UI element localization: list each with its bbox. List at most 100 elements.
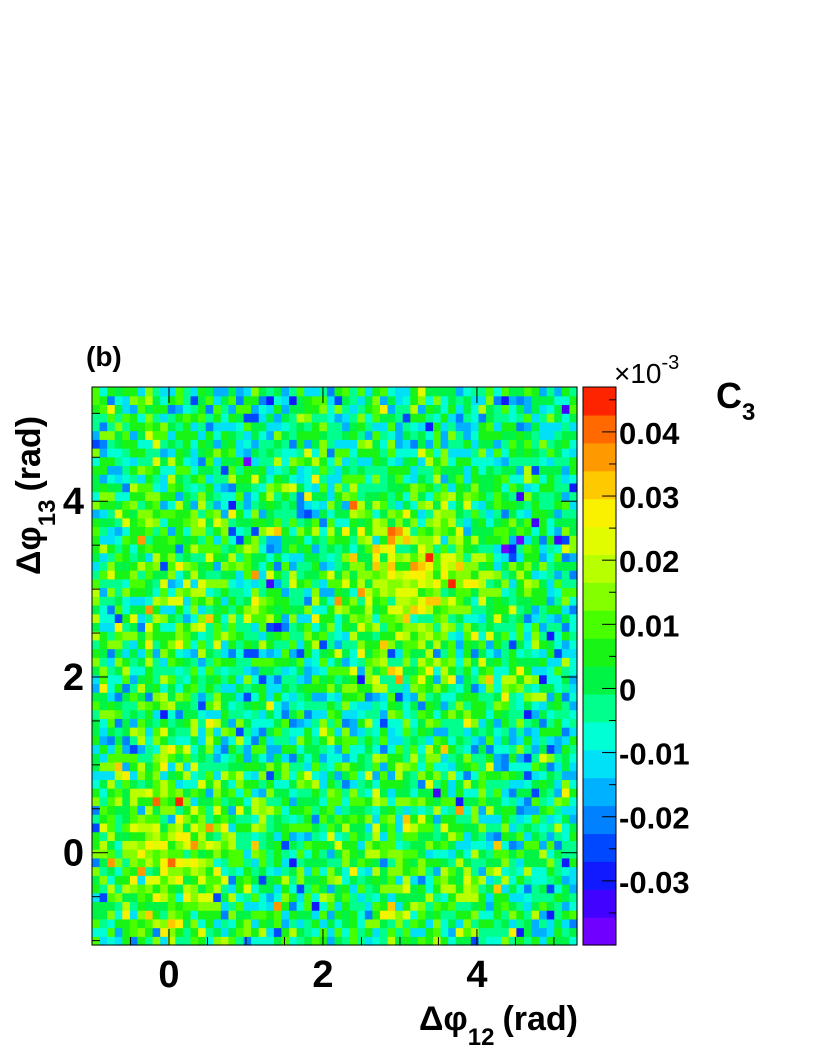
- heatmap-cell: [455, 657, 464, 667]
- heatmap-cell: [433, 613, 442, 624]
- heatmap-cell: [213, 692, 222, 702]
- heatmap-cell: [402, 761, 411, 772]
- heatmap-cell: [107, 796, 116, 807]
- heatmap-cell: [182, 805, 192, 815]
- heatmap-cell: [243, 744, 252, 754]
- heatmap-cell: [539, 692, 548, 702]
- heatmap-cell: [501, 439, 510, 449]
- heatmap-cell: [213, 578, 222, 589]
- x-axis-label-sub: 12: [468, 1024, 495, 1051]
- y-axis-label-unit: (rad): [10, 416, 48, 492]
- heatmap-cell: [205, 404, 214, 414]
- heatmap-cell: [235, 840, 245, 850]
- heatmap-cell: [516, 709, 525, 719]
- heatmap-cell: [258, 918, 267, 929]
- heatmap-cell: [516, 840, 525, 850]
- heatmap-cell: [182, 709, 192, 719]
- heatmap-cell: [478, 596, 487, 606]
- heatmap-cell: [357, 901, 366, 911]
- heatmap-cell: [357, 509, 366, 519]
- heatmap-cell: [228, 875, 237, 885]
- heatmap-cell: [182, 413, 192, 423]
- heatmap-cell: [190, 875, 199, 885]
- heatmap-cell: [395, 578, 404, 589]
- heatmap-cell: [198, 395, 207, 406]
- heatmap-cell: [516, 535, 525, 545]
- heatmap-cell: [167, 788, 176, 798]
- heatmap-cell: [122, 927, 131, 937]
- heatmap-cell: [220, 918, 230, 929]
- heatmap-cell: [402, 404, 411, 414]
- heatmap-cell: [395, 857, 404, 868]
- heatmap-cell: [182, 448, 192, 458]
- heatmap-cell: [455, 901, 464, 911]
- heatmap-cell: [198, 727, 207, 737]
- heatmap-cell: [364, 535, 373, 545]
- heatmap-cell: [160, 430, 169, 440]
- heatmap-cell: [220, 840, 230, 850]
- heatmap-cell: [289, 482, 298, 493]
- heatmap-cell: [395, 674, 404, 685]
- heatmap-cell: [190, 666, 199, 676]
- heatmap-cell: [129, 413, 139, 423]
- heatmap-cell: [539, 570, 548, 580]
- heatmap-cell: [463, 395, 472, 406]
- heatmap-cell: [448, 474, 457, 484]
- heatmap-cell: [175, 779, 184, 789]
- heatmap-cell: [289, 561, 298, 571]
- heatmap-cell: [160, 474, 169, 484]
- heatmap-cell: [273, 883, 283, 894]
- heatmap-cell: [448, 604, 457, 615]
- heatmap-cell: [463, 683, 472, 693]
- heatmap-cell: [266, 857, 275, 868]
- heatmap-cell: [266, 509, 275, 519]
- heatmap-cell: [273, 735, 283, 746]
- heatmap-cell: [410, 727, 419, 737]
- heatmap-cell: [266, 727, 275, 737]
- heatmap-cell: [402, 448, 411, 458]
- heatmap-cell: [387, 430, 396, 440]
- heatmap-cell: [478, 509, 487, 519]
- heatmap-cell: [387, 657, 396, 667]
- heatmap-cell: [433, 718, 442, 728]
- heatmap-cell: [364, 430, 373, 440]
- heatmap-cell: [228, 805, 237, 815]
- heatmap-cell: [349, 413, 358, 423]
- heatmap-cell: [470, 892, 480, 903]
- heatmap-cell: [463, 718, 472, 728]
- heatmap-cell: [326, 883, 336, 894]
- heatmap-cell: [539, 744, 548, 754]
- heatmap-cell: [569, 779, 578, 789]
- heatmap-cell: [531, 875, 540, 885]
- heatmap-cell: [486, 666, 495, 676]
- heatmap-cell: [410, 761, 419, 772]
- heatmap-cell: [364, 666, 373, 676]
- heatmap-cell: [387, 901, 396, 911]
- heatmap-cell: [395, 753, 404, 763]
- heatmap-cell: [554, 561, 563, 571]
- heatmap-cell: [554, 639, 563, 650]
- heatmap-cell: [99, 430, 108, 440]
- heatmap-cell: [433, 727, 442, 737]
- heatmap-cell: [129, 709, 139, 719]
- heatmap-cell: [243, 543, 252, 554]
- heatmap-cell: [501, 578, 510, 589]
- heatmap-cell: [470, 509, 480, 519]
- heatmap-cell: [319, 674, 328, 685]
- heatmap-cell: [523, 439, 533, 449]
- heatmap-cell: [122, 465, 131, 475]
- heatmap-cell: [554, 648, 563, 658]
- heatmap-cell: [569, 430, 578, 440]
- heatmap-cell: [114, 700, 123, 711]
- heatmap-cell: [243, 491, 252, 501]
- heatmap-cell: [501, 918, 510, 929]
- heatmap-cell: [213, 413, 222, 423]
- heatmap-cell: [266, 936, 275, 946]
- heatmap-cell: [326, 805, 336, 815]
- heatmap-cell: [258, 631, 267, 641]
- heatmap-cell: [198, 570, 207, 580]
- heatmap-cell: [205, 910, 214, 920]
- heatmap-cell: [129, 578, 139, 589]
- heatmap-cell: [296, 543, 305, 554]
- heatmap-cell: [493, 387, 502, 397]
